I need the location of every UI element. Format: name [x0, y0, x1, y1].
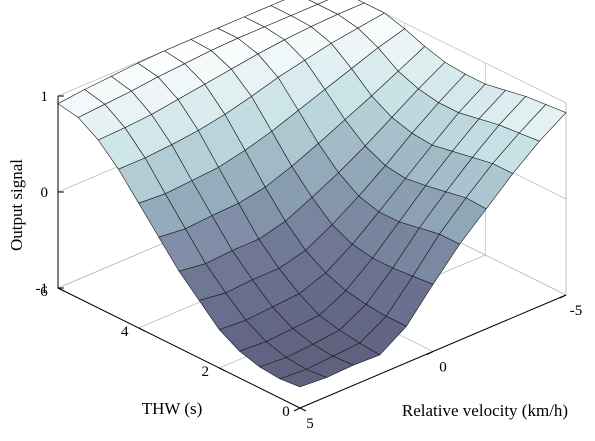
output-tick-label: -1	[36, 281, 49, 297]
velocity-tick-mark	[559, 294, 567, 299]
output-tick-label: 1	[41, 89, 49, 105]
surface-mesh	[57, 0, 567, 388]
output-tick-label: 0	[41, 185, 49, 201]
velocity-tick-label: -5	[570, 303, 583, 319]
thw-tick-mark	[138, 327, 145, 332]
thw-tick-label: 0	[282, 404, 290, 420]
z-axis-label: Output signal	[7, 159, 26, 251]
thw-axis-line	[57, 287, 301, 409]
surface-patch	[308, 0, 329, 5]
velocity-tick-label: 0	[439, 360, 447, 376]
thw-tick-label: 4	[121, 324, 129, 340]
velocity-tick-label: 5	[306, 416, 314, 432]
x-axis-label: Relative velocity (km/h)	[402, 401, 568, 420]
thw-tick-mark	[219, 367, 226, 372]
thw-tick-mark	[299, 407, 307, 412]
thw-tick-label: 6	[40, 284, 48, 300]
velocity-tick-mark	[293, 407, 301, 412]
y-axis-label: THW (s)	[142, 399, 203, 418]
surface-patch	[278, 369, 328, 388]
velocity-tick-mark	[426, 351, 434, 355]
thw-tick-label: 2	[202, 364, 210, 380]
